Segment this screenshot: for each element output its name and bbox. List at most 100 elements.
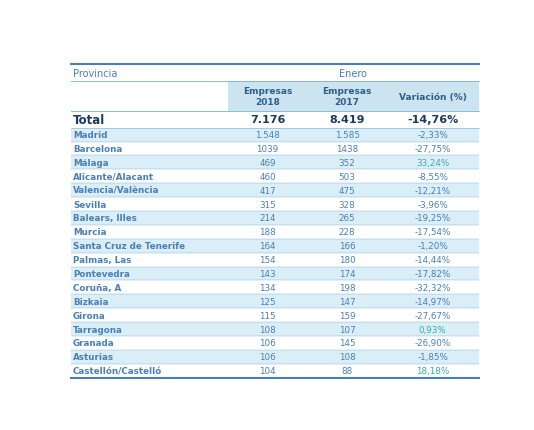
Text: 8.419: 8.419 [329, 115, 365, 125]
Text: Murcia: Murcia [73, 228, 106, 237]
Text: Pontevedra: Pontevedra [73, 269, 130, 278]
Text: Empresas
2018: Empresas 2018 [243, 87, 292, 107]
Bar [71, 364, 478, 378]
Bar [71, 350, 478, 364]
Text: 134: 134 [260, 283, 276, 292]
Bar [71, 156, 478, 170]
Text: -17,82%: -17,82% [414, 269, 451, 278]
Text: -17,54%: -17,54% [414, 228, 451, 237]
Text: -1,85%: -1,85% [417, 353, 448, 362]
Text: -32,32%: -32,32% [414, 283, 451, 292]
Bar [71, 267, 478, 281]
Text: 352: 352 [339, 159, 356, 168]
Text: Santa Cruz de Tenerife: Santa Cruz de Tenerife [73, 242, 185, 251]
Text: Girona: Girona [73, 311, 106, 320]
Text: 503: 503 [339, 172, 356, 181]
Text: 147: 147 [339, 297, 356, 306]
Text: Alicante/Alacant: Alicante/Alacant [73, 172, 154, 181]
Text: -27,75%: -27,75% [414, 145, 451, 154]
Text: Bizkaia: Bizkaia [73, 297, 108, 306]
Text: 1039: 1039 [256, 145, 279, 154]
Text: 145: 145 [339, 338, 356, 347]
Text: 228: 228 [339, 228, 356, 237]
Text: Total: Total [73, 114, 105, 126]
Text: -12,21%: -12,21% [414, 186, 451, 195]
Text: 125: 125 [260, 297, 276, 306]
Text: -2,33%: -2,33% [417, 131, 448, 140]
Bar [71, 253, 478, 267]
Text: 1.548: 1.548 [255, 131, 280, 140]
Text: 328: 328 [339, 200, 356, 209]
Text: -19,25%: -19,25% [414, 214, 451, 223]
Text: 88: 88 [341, 366, 352, 375]
Text: 106: 106 [260, 353, 276, 362]
Text: Granada: Granada [73, 338, 115, 347]
Text: 214: 214 [260, 214, 276, 223]
Text: 460: 460 [260, 172, 276, 181]
Text: Valencia/València: Valencia/València [73, 186, 160, 195]
Text: 174: 174 [339, 269, 356, 278]
Text: Variación (%): Variación (%) [399, 92, 467, 101]
Text: Provincia: Provincia [73, 68, 117, 78]
Text: -3,96%: -3,96% [417, 200, 448, 209]
Text: Empresas
2017: Empresas 2017 [323, 87, 372, 107]
Text: -14,97%: -14,97% [414, 297, 451, 306]
Text: Coruña, A: Coruña, A [73, 283, 121, 292]
Bar [71, 295, 478, 308]
Bar [71, 184, 478, 198]
Text: 143: 143 [260, 269, 276, 278]
Text: 104: 104 [260, 366, 276, 375]
Text: Tarragona: Tarragona [73, 325, 123, 334]
Text: Barcelona: Barcelona [73, 145, 122, 154]
Text: -26,90%: -26,90% [414, 338, 451, 347]
Text: Asturias: Asturias [73, 353, 114, 362]
Text: 166: 166 [339, 242, 355, 251]
Text: 107: 107 [339, 325, 356, 334]
Text: Málaga: Málaga [73, 159, 108, 168]
Text: -27,67%: -27,67% [414, 311, 451, 320]
Text: 106: 106 [260, 338, 276, 347]
Text: 154: 154 [260, 255, 276, 264]
Bar [71, 336, 478, 350]
Bar [71, 225, 478, 239]
Text: 108: 108 [339, 353, 356, 362]
Text: -8,55%: -8,55% [417, 172, 448, 181]
Bar [71, 129, 478, 142]
Text: 180: 180 [339, 255, 356, 264]
Text: 469: 469 [260, 159, 276, 168]
Text: 164: 164 [260, 242, 276, 251]
Bar [71, 142, 478, 156]
Text: 198: 198 [339, 283, 356, 292]
Text: 188: 188 [259, 228, 276, 237]
Bar [71, 170, 478, 184]
Bar [71, 112, 478, 129]
Bar [228, 82, 478, 112]
Text: Enero: Enero [339, 68, 367, 78]
Text: -14,76%: -14,76% [407, 115, 458, 125]
Text: 18,18%: 18,18% [416, 366, 449, 375]
Text: 417: 417 [260, 186, 276, 195]
Text: Madrid: Madrid [73, 131, 107, 140]
Text: 108: 108 [259, 325, 276, 334]
Text: 315: 315 [259, 200, 276, 209]
Text: -14,44%: -14,44% [414, 255, 451, 264]
Bar [71, 322, 478, 336]
Text: Castellón/Castelló: Castellón/Castelló [73, 366, 162, 375]
Bar [71, 212, 478, 225]
Bar [71, 308, 478, 322]
Text: 265: 265 [339, 214, 356, 223]
Text: 475: 475 [339, 186, 356, 195]
Bar [71, 281, 478, 295]
Text: 33,24%: 33,24% [416, 159, 449, 168]
Bar [71, 239, 478, 253]
Text: 159: 159 [339, 311, 356, 320]
Text: Sevilla: Sevilla [73, 200, 106, 209]
Text: 7.176: 7.176 [250, 115, 285, 125]
Text: -1,20%: -1,20% [417, 242, 448, 251]
Text: Balears, Illes: Balears, Illes [73, 214, 137, 223]
Bar [71, 65, 478, 82]
Bar [71, 198, 478, 212]
Text: Palmas, Las: Palmas, Las [73, 255, 131, 264]
Text: 115: 115 [260, 311, 276, 320]
Text: 1.585: 1.585 [335, 131, 359, 140]
